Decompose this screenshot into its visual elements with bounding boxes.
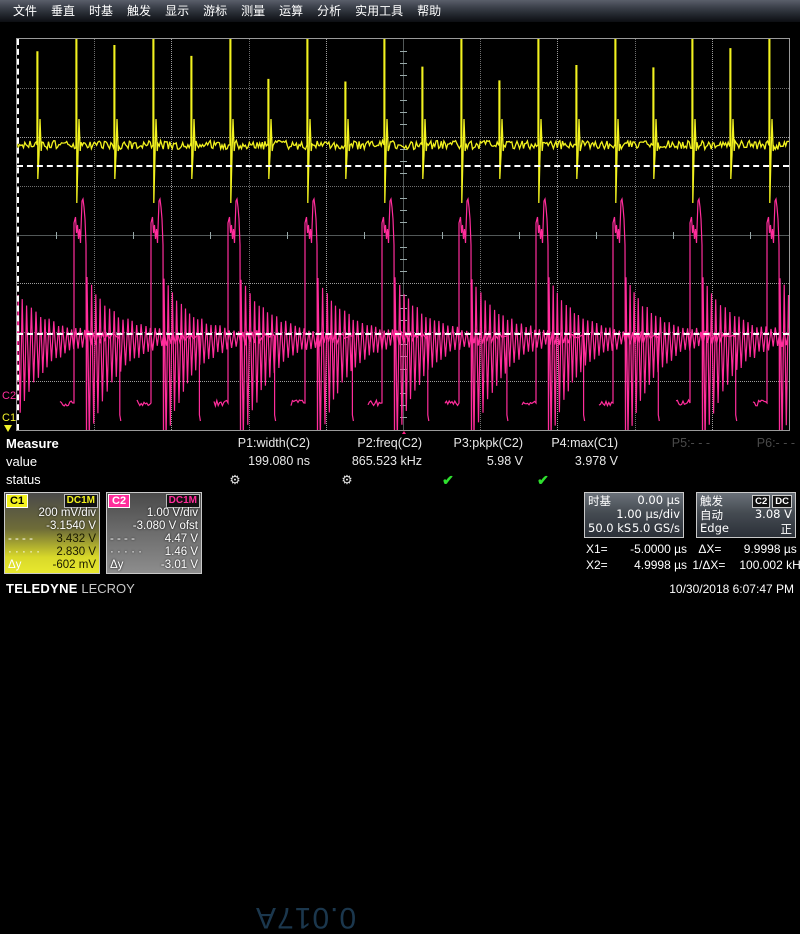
measure-value-label: value: [6, 454, 38, 469]
trigger-coupling-badge[interactable]: DC: [772, 495, 792, 508]
timebase-delay: 0.00 µs: [637, 493, 680, 507]
trigger-box[interactable]: 触发 C2 DC 自动 3.08 V Edge 正: [696, 492, 796, 538]
menu-item-math[interactable]: 运算: [279, 4, 304, 18]
channel-c1-cursor-top-value: 3.432 V: [56, 533, 96, 545]
timebase-box[interactable]: 时基 0.00 µs 1.00 µs/div 50.0 kS 5.0 GS/s: [584, 492, 684, 538]
menu-item-measure[interactable]: 测量: [241, 4, 266, 18]
channel-c2-delta-value: -3.01 V: [160, 559, 198, 571]
channel-marker-c1[interactable]: C1: [2, 413, 16, 432]
measure-value-p2: 865.523 kHz: [351, 454, 422, 468]
measure-header-p4[interactable]: P4:max(C1): [551, 436, 618, 450]
channel-c1-offset: -3.1540 V: [46, 520, 96, 532]
measure-status-p2-warning-icon: ⚙: [341, 473, 353, 487]
timebase-sample-rate: 5.0 GS/s: [631, 521, 680, 535]
channel-c2-cursor-bot-marker: · · · · ·: [110, 546, 142, 558]
channel-c2-cursor-top-value: 4.47 V: [164, 533, 198, 545]
timestamp: 10/30/2018 6:07:47 PM: [669, 582, 794, 596]
measure-header-p2[interactable]: P2:freq(C2): [357, 436, 422, 450]
measure-table: 0.017A Measure P1:width(C2) P2:freq(C2) …: [0, 434, 800, 934]
channel-c2-offset: -3.080 V ofst: [132, 520, 198, 532]
cursor-x1-line[interactable]: [17, 39, 19, 430]
trigger-mode: 自动: [700, 508, 723, 522]
channel-c1-cursor-top-marker: - - - -: [8, 533, 33, 545]
menu-item-vertical[interactable]: 垂直: [51, 4, 76, 18]
cursor-x2-value: 4.9998 µs: [634, 558, 688, 572]
channel-c2-cursor-top-marker: - - - -: [110, 533, 135, 545]
channel-c2-coupling[interactable]: DC1M: [165, 494, 200, 508]
cursor-x2-readout: X2= 4.9998 µs 1/ΔX= 100.002 kHz: [586, 558, 800, 572]
cursor-c1-reference-line[interactable]: [17, 165, 789, 167]
menu-item-help[interactable]: 帮助: [417, 4, 442, 18]
channel-marker-c1-arrow-icon: [4, 425, 12, 432]
watermark-text: 0.017A: [255, 901, 357, 934]
measure-status-p3-check-icon: ✔: [442, 472, 454, 488]
trigger-level: 3.08 V: [754, 507, 792, 521]
measure-header-p6[interactable]: P6:- - -: [756, 436, 795, 450]
channel-box-c2[interactable]: C2 DC1M 1.00 V/div -3.080 V ofst - - - -…: [106, 492, 202, 574]
waveform-trace-c2: [17, 196, 789, 430]
channel-c2-delta-label: Δy: [110, 559, 124, 571]
cursor-c2-reference-line[interactable]: [17, 333, 789, 335]
grid-center-horizontal: [17, 234, 789, 236]
cursor-dx-label: ΔX=: [698, 542, 722, 556]
brand-lecroy: LECROY: [81, 581, 135, 596]
menu-item-display[interactable]: 显示: [165, 4, 190, 18]
channel-c1-scale: 200 mV/div: [38, 507, 96, 519]
cursor-x2-line[interactable]: [789, 39, 790, 430]
measure-value-p4: 3.978 V: [574, 454, 618, 468]
timebase-scale: 1.00 µs/div: [616, 507, 680, 521]
channel-c1-cursor-bot-value: 2.830 V: [56, 546, 96, 558]
status-boxes: C1 DC1M 200 mV/div -3.1540 V - - - - 3.43…: [0, 492, 800, 578]
brand-teledyne: TELEDYNE: [6, 581, 78, 596]
trigger-title: 触发: [700, 494, 723, 508]
measure-header-p1[interactable]: P1:width(C2): [237, 436, 310, 450]
waveform-svg: [17, 39, 789, 430]
measure-status-p1-warning-icon: ⚙: [229, 473, 241, 487]
channel-c1-delta-value: -602 mV: [52, 559, 96, 571]
waveform-trace-c1: [17, 39, 789, 204]
waveform-grid[interactable]: [16, 38, 790, 431]
timebase-memory: 50.0 kS: [588, 521, 632, 535]
measure-status-label: status: [6, 472, 41, 487]
cursor-invdx-label: 1/ΔX=: [692, 558, 726, 572]
cursor-x2-label: X2=: [586, 558, 608, 572]
footer-bar: TELEDYNE LECROY 10/30/2018 6:07:47 PM: [0, 578, 800, 600]
menu-item-trigger[interactable]: 触发: [127, 4, 152, 18]
cursor-dx-value: 9.9998 µs: [743, 542, 797, 556]
channel-c1-tag[interactable]: C1: [6, 494, 29, 508]
trigger-slope: 正: [780, 522, 793, 536]
channel-c1-cursor-bot-marker: · · · · ·: [8, 546, 40, 558]
measure-header-p5[interactable]: P5:- - -: [671, 436, 710, 450]
cursor-x1-readout: X1= -5.0000 µs ΔX= 9.9998 µs: [586, 542, 797, 556]
measure-header-p3[interactable]: P3:pkpk(C2): [453, 436, 523, 450]
channel-box-c1[interactable]: C1 DC1M 200 mV/div -3.1540 V - - - - 3.43…: [4, 492, 100, 574]
channel-marker-c1-label: C1: [2, 412, 17, 424]
channel-c2-cursor-bot-value: 1.46 V: [164, 546, 198, 558]
channel-marker-c2[interactable]: C2: [2, 391, 16, 402]
menu-item-utilities[interactable]: 实用工具: [355, 4, 404, 18]
trigger-type: Edge: [700, 521, 729, 535]
measure-value-p3: 5.98 V: [486, 454, 523, 468]
menu-item-analysis[interactable]: 分析: [317, 4, 342, 18]
trigger-source-badge[interactable]: C2: [752, 495, 771, 508]
brand-logo: TELEDYNE LECROY: [6, 581, 135, 596]
measure-value-p1: 199.080 ns: [248, 454, 310, 468]
menu-item-timebase[interactable]: 时基: [89, 4, 114, 18]
menu-bar: 文件 垂直 时基 触发 显示 游标 测量 运算 分析 实用工具 帮助: [0, 0, 800, 22]
channel-c2-scale: 1.00 V/div: [146, 507, 198, 519]
channel-marker-c2-label: C2: [2, 390, 17, 402]
menu-item-cursors[interactable]: 游标: [203, 4, 228, 18]
cursor-x1-label: X1=: [586, 542, 608, 556]
cursor-x1-value: -5.0000 µs: [630, 542, 688, 556]
cursor-invdx-value: 100.002 kHz: [739, 558, 800, 572]
measure-title: Measure: [6, 436, 59, 451]
timebase-title: 时基: [588, 494, 611, 508]
menu-item-file[interactable]: 文件: [13, 4, 38, 18]
channel-c2-tag[interactable]: C2: [108, 494, 131, 508]
channel-c1-delta-label: Δy: [8, 559, 22, 571]
plot-area: C2 C1: [0, 22, 800, 440]
channel-c1-coupling[interactable]: DC1M: [63, 494, 98, 508]
measure-status-p4-check-icon: ✔: [537, 472, 549, 488]
